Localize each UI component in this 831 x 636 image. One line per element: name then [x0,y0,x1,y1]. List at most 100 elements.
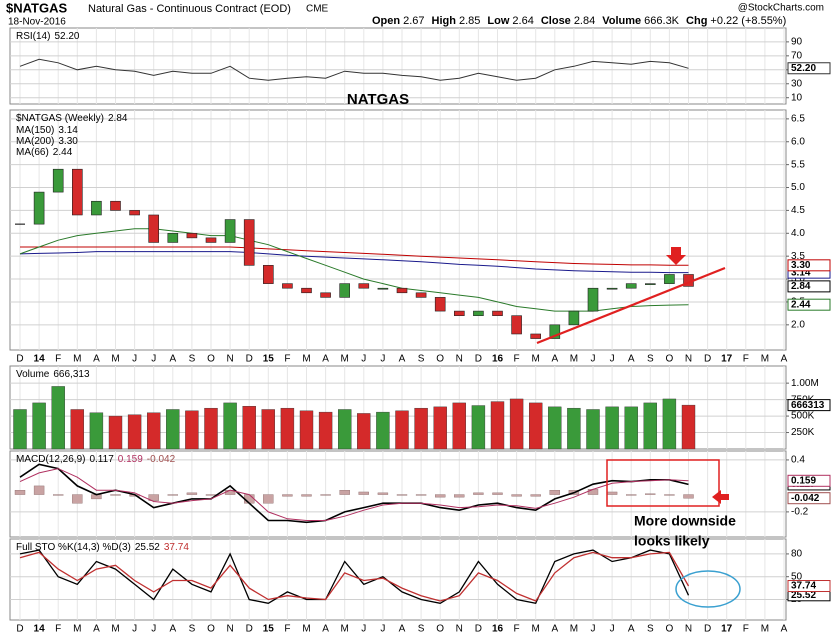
panels: 90 70 50 30 10 RSI(14) 52.20 52.20 6.5 6.0 5.5 5.0 4… [9,27,831,635]
x-tick-label: N [456,354,463,365]
last-value-box [787,399,831,412]
x-tick-label: 17 [721,624,733,635]
histogram-bar [683,494,694,499]
volume-bar [643,402,657,450]
last-value-label: 37.74 [791,581,816,592]
histogram-bar [606,491,618,495]
x-tick-label: J [151,354,156,365]
volume-bar [204,407,218,450]
volume-bar [318,411,333,450]
histogram-bar [301,494,312,497]
x-tick-label: A [169,354,176,365]
candle [473,310,484,316]
x-tick-label: S [189,624,196,635]
quote-label: Volume [602,15,641,27]
panel-legend: Volume 666,313 [16,369,90,380]
volume-bar [662,398,677,450]
volume-bar [299,410,314,450]
last-value-box [787,474,831,487]
annotation: looks likely [634,533,710,549]
x-tick-label: A [628,354,635,365]
series-line [19,58,689,81]
volume-bar [338,409,352,450]
candle [205,237,217,243]
last-value-label: -0.042 [791,493,820,504]
x-tick-label: M [302,624,310,635]
histogram-bar [492,492,503,495]
histogram-bar [167,494,179,496]
source: @StockCharts.com [738,3,824,14]
x-tick-label: M [570,354,578,365]
x-tick-label: M [73,624,81,635]
series-line [19,463,689,524]
panel-frame [9,109,787,351]
y-tick-label: 500K [791,411,815,422]
candle [530,333,542,339]
series-line [19,251,689,274]
trend-line [536,266,726,345]
x-tick-label: 14 [34,354,46,365]
candle [282,283,293,289]
candle [415,292,427,298]
x-tick-label: J [151,624,156,635]
x-tick-label: M [341,624,349,635]
instrument-name: Natural Gas - Continuous Contract (EOD) [88,3,291,15]
histogram-bar [549,490,560,495]
y-tick-label: 5.0 [791,182,805,193]
histogram-bar [205,494,217,496]
legend-value: 2.44 [53,147,73,158]
volume-bar [127,414,142,450]
series-line [19,549,690,605]
volume-bar [357,413,371,450]
histogram-bar [454,494,465,498]
last-value-box [787,580,831,593]
x-tick-label: N [456,624,463,635]
last-value-box [787,280,831,293]
candle [167,232,179,243]
volume-bar [185,410,199,450]
y-tick-label: 4.5 [791,205,805,216]
x-tick-label: A [781,624,788,635]
legend-value: 25.52 [135,542,160,553]
histogram-bar [587,489,599,495]
candle [243,219,255,266]
candle [587,287,599,312]
volume-bar [280,407,295,450]
histogram-bar [435,494,446,498]
legend-value: 0.117 [89,454,114,465]
annotations: NATGAS More downside looks likely [347,91,741,608]
quote-label: Low [487,15,509,27]
y-tick-label: 30 [791,78,803,89]
highlight-box [606,459,720,507]
quote-value: 2.84 [574,15,595,27]
histogram-bar [339,490,350,495]
last-value-label: 3.14 [791,267,811,278]
x-tick-label: 16 [492,354,504,365]
x-tick-label: M [111,624,119,635]
last-value-label: 666313 [791,400,825,411]
histogram-bar [530,494,541,497]
x-tick-label: O [436,354,444,365]
x-tick-label: N [226,354,233,365]
x-tick-label: F [284,354,290,365]
histogram-bar [511,494,522,497]
y-tick-label: 0.4 [791,455,805,466]
x-tick-label: D [246,354,253,365]
histogram-bar [377,492,389,495]
candle [434,297,446,312]
x-tick-label: O [666,624,674,635]
candle [224,219,236,243]
arrow [712,490,729,504]
volume-bar [108,415,123,450]
x-tick-label: J [591,624,596,635]
legend-value: 666,313 [53,369,90,380]
volume-bar [414,407,428,450]
volume-bar [51,386,65,450]
legend-name: MA(150) [16,125,54,136]
y-tick-label: 50 [791,571,803,582]
arrow [666,247,686,265]
x-tick-label: J [361,624,366,635]
y-tick-label: 4.0 [791,228,805,239]
legend-value: 3.14 [58,125,78,136]
candle [320,292,331,298]
